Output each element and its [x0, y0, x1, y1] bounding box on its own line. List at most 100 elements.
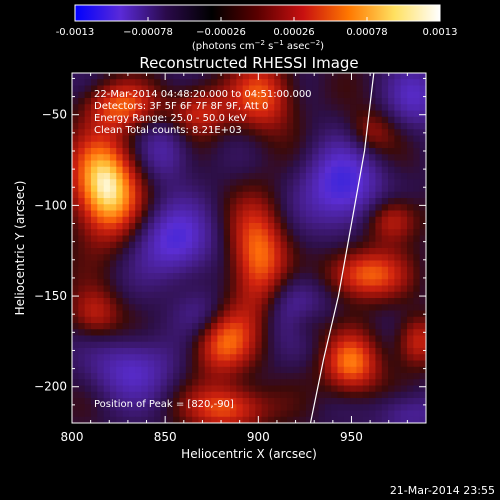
heatmap-cell: [375, 85, 383, 93]
heatmap-cell: [72, 323, 79, 330]
heatmap-cell: [255, 185, 262, 193]
heatmap-cell: [356, 304, 364, 311]
heatmap-cell: [116, 335, 123, 343]
heatmap-cell: [135, 310, 142, 318]
heatmap-cell: [407, 391, 414, 399]
heatmap-cell: [369, 416, 376, 423]
heatmap-cell: [356, 335, 364, 343]
heatmap-cell: [356, 410, 364, 418]
heatmap-cell: [343, 360, 351, 368]
heatmap-cell: [312, 160, 319, 168]
heatmap-cell: [274, 116, 281, 124]
heatmap-cell: [394, 329, 402, 336]
heatmap-cell: [160, 210, 168, 218]
heatmap-cell: [318, 404, 326, 411]
heatmap-cell: [211, 123, 218, 130]
heatmap-cell: [173, 91, 180, 99]
heatmap-cell: [305, 229, 313, 236]
heatmap-cell: [324, 279, 332, 286]
heatmap-cell: [223, 129, 231, 136]
heatmap-cell: [211, 141, 218, 149]
heatmap-cell: [154, 335, 161, 343]
heatmap-cell: [286, 391, 294, 399]
heatmap-cell: [299, 348, 307, 355]
heatmap-cell: [255, 129, 262, 136]
heatmap-cell: [318, 329, 326, 336]
heatmap-cell: [198, 135, 206, 143]
plot-frame: [71, 72, 427, 424]
heatmap-cell: [343, 110, 351, 118]
heatmap-cell: [109, 335, 117, 343]
heatmap-cell: [255, 254, 262, 261]
heatmap-cell: [109, 366, 117, 374]
heatmap-cell: [324, 379, 332, 386]
heatmap-cell: [103, 304, 111, 311]
heatmap-cell: [78, 285, 85, 293]
heatmap-cell: [337, 210, 345, 218]
heatmap-cell: [78, 260, 85, 268]
heatmap-cell: [419, 116, 426, 124]
heatmap-cell: [109, 110, 117, 118]
heatmap-cell: [318, 79, 326, 86]
heatmap-cell: [356, 385, 364, 393]
heatmap-cell: [147, 116, 155, 124]
heatmap-cell: [375, 379, 383, 386]
heatmap-cell: [343, 179, 351, 186]
heatmap-cell: [135, 185, 142, 193]
heatmap-cell: [78, 291, 85, 299]
heatmap-cell: [135, 210, 142, 218]
heatmap-cell: [286, 298, 294, 305]
heatmap-cell: [185, 198, 193, 205]
heatmap-cell: [312, 123, 319, 130]
heatmap-cell: [267, 298, 275, 305]
heatmap-cell: [337, 135, 345, 143]
heatmap-cell: [147, 148, 155, 155]
heatmap-cell: [293, 73, 300, 80]
heatmap-cell: [185, 398, 193, 405]
heatmap-cell: [179, 216, 187, 224]
heatmap-cell: [192, 354, 199, 361]
heatmap-cell: [413, 416, 421, 423]
heatmap-cell: [147, 348, 155, 355]
heatmap-cell: [293, 260, 300, 268]
heatmap-cell: [116, 160, 123, 168]
heatmap-cell: [324, 416, 332, 423]
heatmap-cell: [318, 129, 326, 136]
heatmap-cell: [299, 123, 307, 130]
heatmap-cell: [318, 248, 326, 255]
heatmap-cell: [78, 354, 85, 361]
heatmap-cell: [331, 385, 338, 393]
heatmap-cell: [388, 298, 395, 305]
heatmap-cell: [375, 160, 383, 168]
heatmap-cell: [375, 179, 383, 186]
heatmap-cell: [173, 154, 180, 161]
heatmap-cell: [369, 391, 376, 399]
heatmap-cell: [280, 223, 288, 230]
heatmap-cell: [160, 204, 168, 211]
heatmap-cell: [135, 316, 142, 324]
heatmap-cell: [78, 154, 85, 161]
heatmap-cell: [394, 298, 402, 305]
heatmap-cell: [274, 329, 281, 336]
heatmap-cell: [223, 323, 231, 330]
heatmap-cell: [84, 173, 92, 180]
heatmap-cell: [293, 373, 300, 380]
heatmap-cell: [147, 216, 155, 224]
heatmap-cell: [84, 204, 92, 211]
heatmap-cell: [116, 198, 123, 205]
heatmap-cell: [128, 110, 136, 118]
heatmap-cell: [192, 385, 199, 393]
heatmap-cell: [192, 210, 199, 218]
heatmap-cell: [160, 110, 168, 118]
heatmap-cell: [160, 379, 168, 386]
heatmap-cell: [419, 404, 426, 411]
heatmap-cell: [109, 179, 117, 186]
heatmap-cell: [141, 385, 149, 393]
heatmap-cell: [356, 116, 364, 124]
heatmap-cell: [198, 285, 206, 293]
heatmap-cell: [305, 179, 313, 186]
heatmap-cell: [407, 373, 414, 380]
heatmap-cell: [267, 310, 275, 318]
heatmap-cell: [128, 123, 136, 130]
